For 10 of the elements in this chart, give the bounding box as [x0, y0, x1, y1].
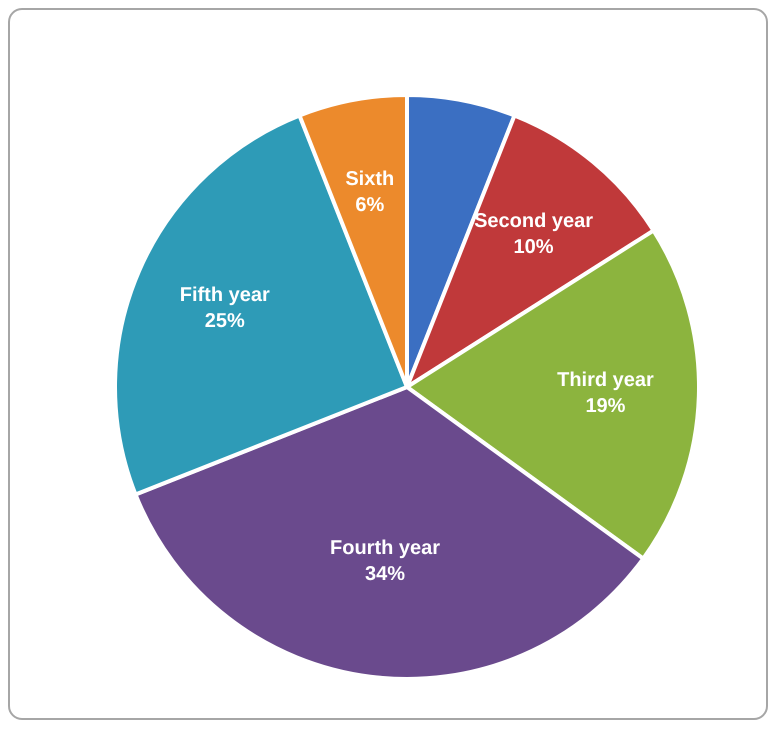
- slice-label: Second year: [474, 210, 594, 232]
- data-label: 10%: [514, 236, 554, 258]
- data-label: 25%: [204, 310, 245, 332]
- data-label: 34%: [365, 562, 406, 585]
- slice-label: Third year: [557, 369, 654, 392]
- data-label: 19%: [585, 395, 626, 418]
- data-label: 6%: [355, 194, 384, 216]
- slice-label: Fourth year: [330, 536, 440, 559]
- slice-label: Sixth: [345, 168, 394, 190]
- slice-label: Fifth year: [180, 284, 270, 306]
